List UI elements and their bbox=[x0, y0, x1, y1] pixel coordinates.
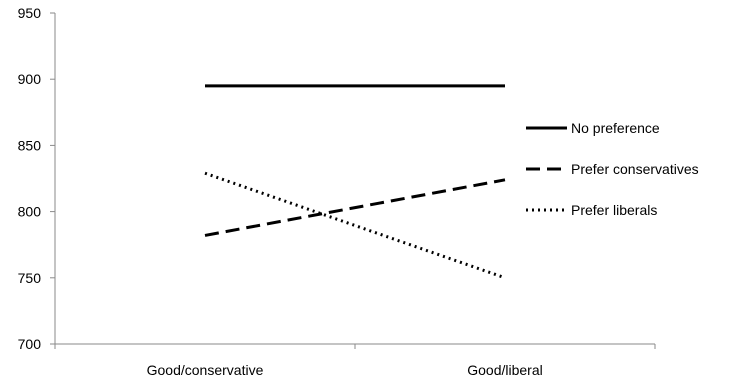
y-tick-label: 900 bbox=[18, 71, 42, 87]
y-tick-label: 950 bbox=[18, 5, 42, 21]
y-tick-label: 750 bbox=[18, 270, 42, 286]
chart-axes: 700 750 800 850 900 950 Good/conservative Good/… bbox=[18, 5, 656, 378]
series-line-prefer-liberals bbox=[204, 171, 506, 280]
x-tick-label: Good/conservative bbox=[147, 362, 264, 378]
chart-series-layer bbox=[204, 84, 506, 280]
legend-label: Prefer conservatives bbox=[571, 161, 699, 177]
x-tick-label: Good/liberal bbox=[467, 362, 543, 378]
y-tick-label: 850 bbox=[18, 137, 42, 153]
series-line-prefer-conservatives bbox=[204, 178, 506, 237]
legend-label: No preference bbox=[571, 120, 660, 136]
y-tick-label: 800 bbox=[18, 204, 42, 220]
legend-label: Prefer liberals bbox=[571, 202, 657, 218]
chart-legend: No preference Prefer conservatives Prefer … bbox=[526, 120, 699, 218]
y-tick-label: 700 bbox=[18, 336, 42, 352]
